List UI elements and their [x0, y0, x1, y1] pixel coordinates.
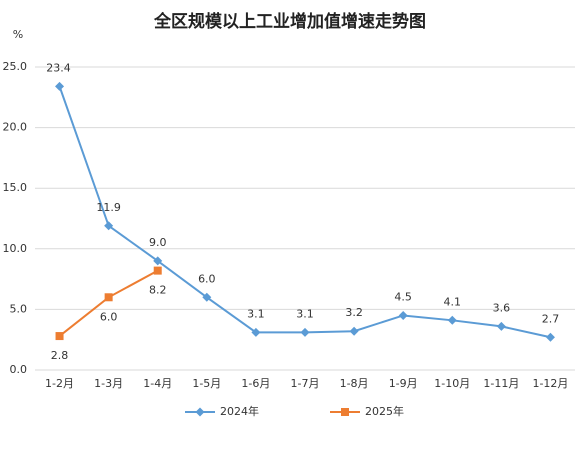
data-point [251, 327, 261, 337]
data-point [55, 81, 65, 91]
data-point [55, 332, 64, 341]
x-tick-label: 1-7月 [291, 377, 320, 390]
data-point [398, 310, 408, 320]
y-tick-label: 15.0 [3, 181, 28, 194]
data-label: 3.6 [493, 301, 511, 314]
data-label: 11.9 [96, 201, 121, 214]
data-point [300, 327, 310, 337]
x-tick-label: 1-2月 [45, 377, 74, 390]
data-point [104, 293, 113, 302]
data-label: 2.8 [51, 349, 69, 362]
legend-marker [341, 408, 349, 416]
x-tick-label: 1-11月 [483, 377, 519, 390]
data-label: 3.1 [247, 307, 265, 320]
y-tick-label: 25.0 [3, 60, 28, 73]
x-tick-label: 1-3月 [94, 377, 123, 390]
x-tick-label: 1-10月 [434, 377, 470, 390]
data-label: 23.4 [46, 61, 71, 74]
data-label: 2.7 [542, 312, 560, 325]
legend-label: 2025年 [365, 404, 404, 418]
y-tick-label: 5.0 [10, 302, 28, 315]
data-label: 3.1 [296, 307, 314, 320]
data-label: 9.0 [149, 236, 167, 249]
data-point [496, 321, 506, 331]
y-tick-label: 20.0 [3, 121, 28, 134]
y-tick-label: 10.0 [3, 242, 28, 255]
x-tick-label: 1-6月 [241, 377, 270, 390]
x-tick-label: 1-4月 [143, 377, 172, 390]
y-unit: % [13, 28, 23, 41]
x-tick-label: 1-12月 [532, 377, 568, 390]
data-label: 4.1 [444, 295, 462, 308]
x-tick-label: 1-5月 [192, 377, 221, 390]
data-label: 4.5 [394, 290, 412, 303]
data-point [153, 256, 163, 266]
data-label: 6.0 [100, 310, 118, 323]
data-point [545, 332, 555, 342]
x-tick-label: 1-8月 [340, 377, 369, 390]
data-point [349, 326, 359, 336]
chart-title: 全区规模以上工业增加值增速走势图 [153, 11, 426, 32]
y-tick-label: 0.0 [10, 363, 28, 376]
data-point [104, 221, 114, 231]
x-tick-label: 1-9月 [389, 377, 418, 390]
data-point [202, 292, 212, 302]
data-point [447, 315, 457, 325]
data-label: 3.2 [345, 306, 363, 319]
data-label: 6.0 [198, 272, 216, 285]
legend-marker [195, 407, 205, 417]
data-label: 8.2 [149, 284, 167, 297]
legend-label: 2024年 [220, 404, 259, 418]
data-point [153, 266, 162, 275]
